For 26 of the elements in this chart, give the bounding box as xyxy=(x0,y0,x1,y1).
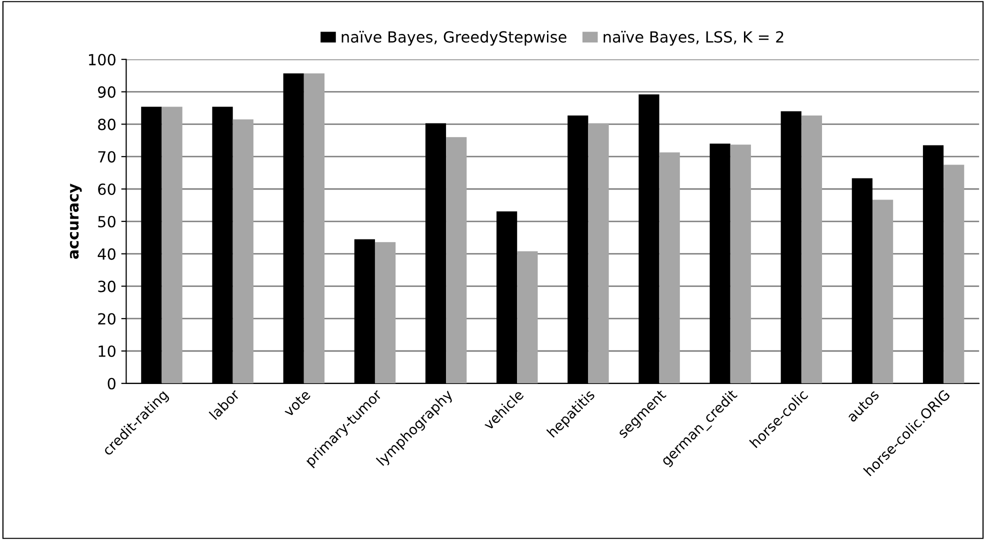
bar xyxy=(374,242,396,384)
y-tick-label: 90 xyxy=(98,86,116,98)
bar xyxy=(517,251,538,384)
legend-label: naïve Bayes, GreedyStepwise xyxy=(342,30,566,46)
y-tick-label: 50 xyxy=(98,216,116,228)
bar xyxy=(730,144,751,384)
bar xyxy=(659,152,680,384)
bar xyxy=(944,164,964,384)
y-tick-label: 0 xyxy=(108,378,116,390)
legend-label: naïve Bayes, LSS, K = 2 xyxy=(604,30,784,46)
y-tick-label: 100 xyxy=(89,54,116,66)
y-tick-label: 80 xyxy=(98,118,116,130)
y-tick-label: 70 xyxy=(98,151,116,163)
y-tick-label: 20 xyxy=(98,313,116,325)
bar xyxy=(232,119,254,384)
bar xyxy=(588,123,609,384)
y-tick-label: 10 xyxy=(98,345,116,358)
bar xyxy=(801,115,822,384)
y-axis-title: accuracy xyxy=(70,184,82,259)
bar xyxy=(304,73,325,384)
bar xyxy=(446,137,467,384)
y-tick-label: 40 xyxy=(98,248,116,260)
bar xyxy=(162,106,182,384)
y-tick-label: 30 xyxy=(98,280,116,292)
y-tick-label: 60 xyxy=(98,183,116,196)
bar xyxy=(872,200,894,384)
